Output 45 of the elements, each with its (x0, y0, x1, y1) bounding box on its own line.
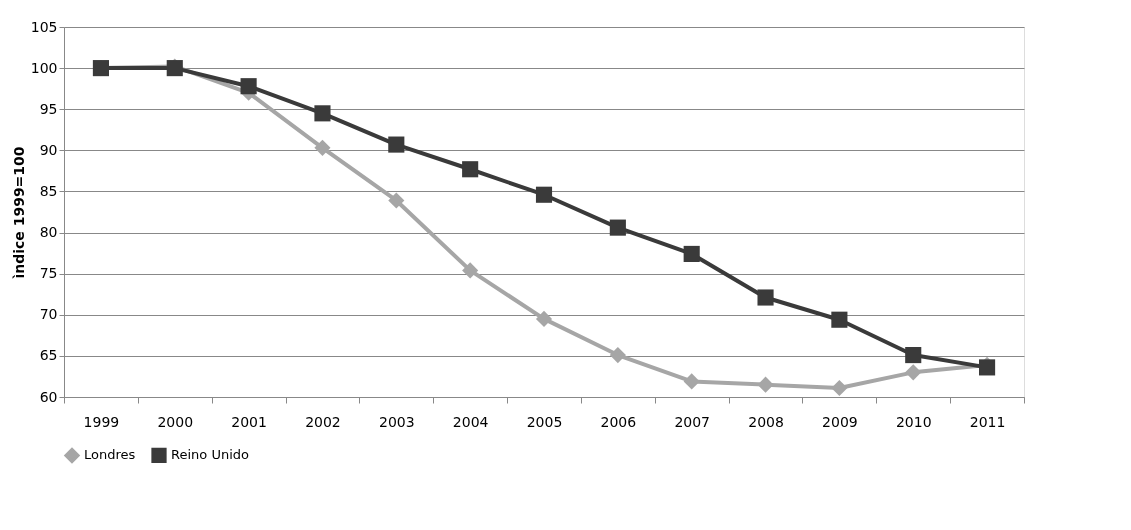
point (535, 310, 553, 327)
y-tick-label: 100 (30, 59, 58, 76)
x-tick-label: 2002 (305, 413, 341, 430)
point (683, 245, 700, 262)
y-tick-label: 105 (30, 18, 58, 35)
x-tick-label: 1999 (83, 413, 120, 430)
point (831, 379, 848, 397)
x-tick-label: 2010 (895, 413, 932, 430)
point (905, 347, 922, 364)
point (757, 289, 774, 306)
point (905, 364, 922, 381)
point (314, 105, 331, 122)
point (388, 192, 405, 209)
x-tick-label: 2008 (748, 413, 784, 430)
y-tick-label: 70 (39, 306, 58, 323)
point (462, 161, 479, 178)
point (757, 376, 774, 393)
point (462, 262, 479, 279)
point (240, 78, 257, 95)
x-tick-label: 2003 (378, 413, 415, 430)
point (683, 373, 700, 390)
x-tick-label: 2004 (452, 413, 489, 430)
x-tick-label: 2009 (822, 413, 858, 430)
point (314, 139, 331, 156)
x-tick-label: 2001 (231, 413, 267, 430)
point (388, 136, 405, 153)
x-tick-label: 2006 (600, 413, 637, 430)
legend-label: Reino Unido (171, 447, 249, 463)
y-tick-label: 65 (39, 347, 58, 364)
point (831, 311, 848, 328)
point (609, 347, 626, 364)
x-tick-label: 2005 (526, 413, 563, 430)
y-tick-label: 90 (39, 141, 58, 158)
y-tick-label: 80 (39, 224, 58, 241)
y-axis-title: ìndice 1999=100 (10, 146, 27, 280)
legend-label: Londres (84, 447, 136, 463)
point (535, 186, 553, 203)
y-tick-label: 60 (39, 388, 58, 405)
x-tick-label: 2000 (157, 413, 194, 430)
y-tick-label: 85 (39, 182, 58, 199)
y-tick-label: 95 (39, 100, 58, 117)
point (609, 219, 626, 236)
x-tick-label: 2011 (969, 413, 1006, 430)
x-tick-label: 2007 (674, 413, 711, 430)
y-tick-label: 75 (39, 265, 58, 282)
